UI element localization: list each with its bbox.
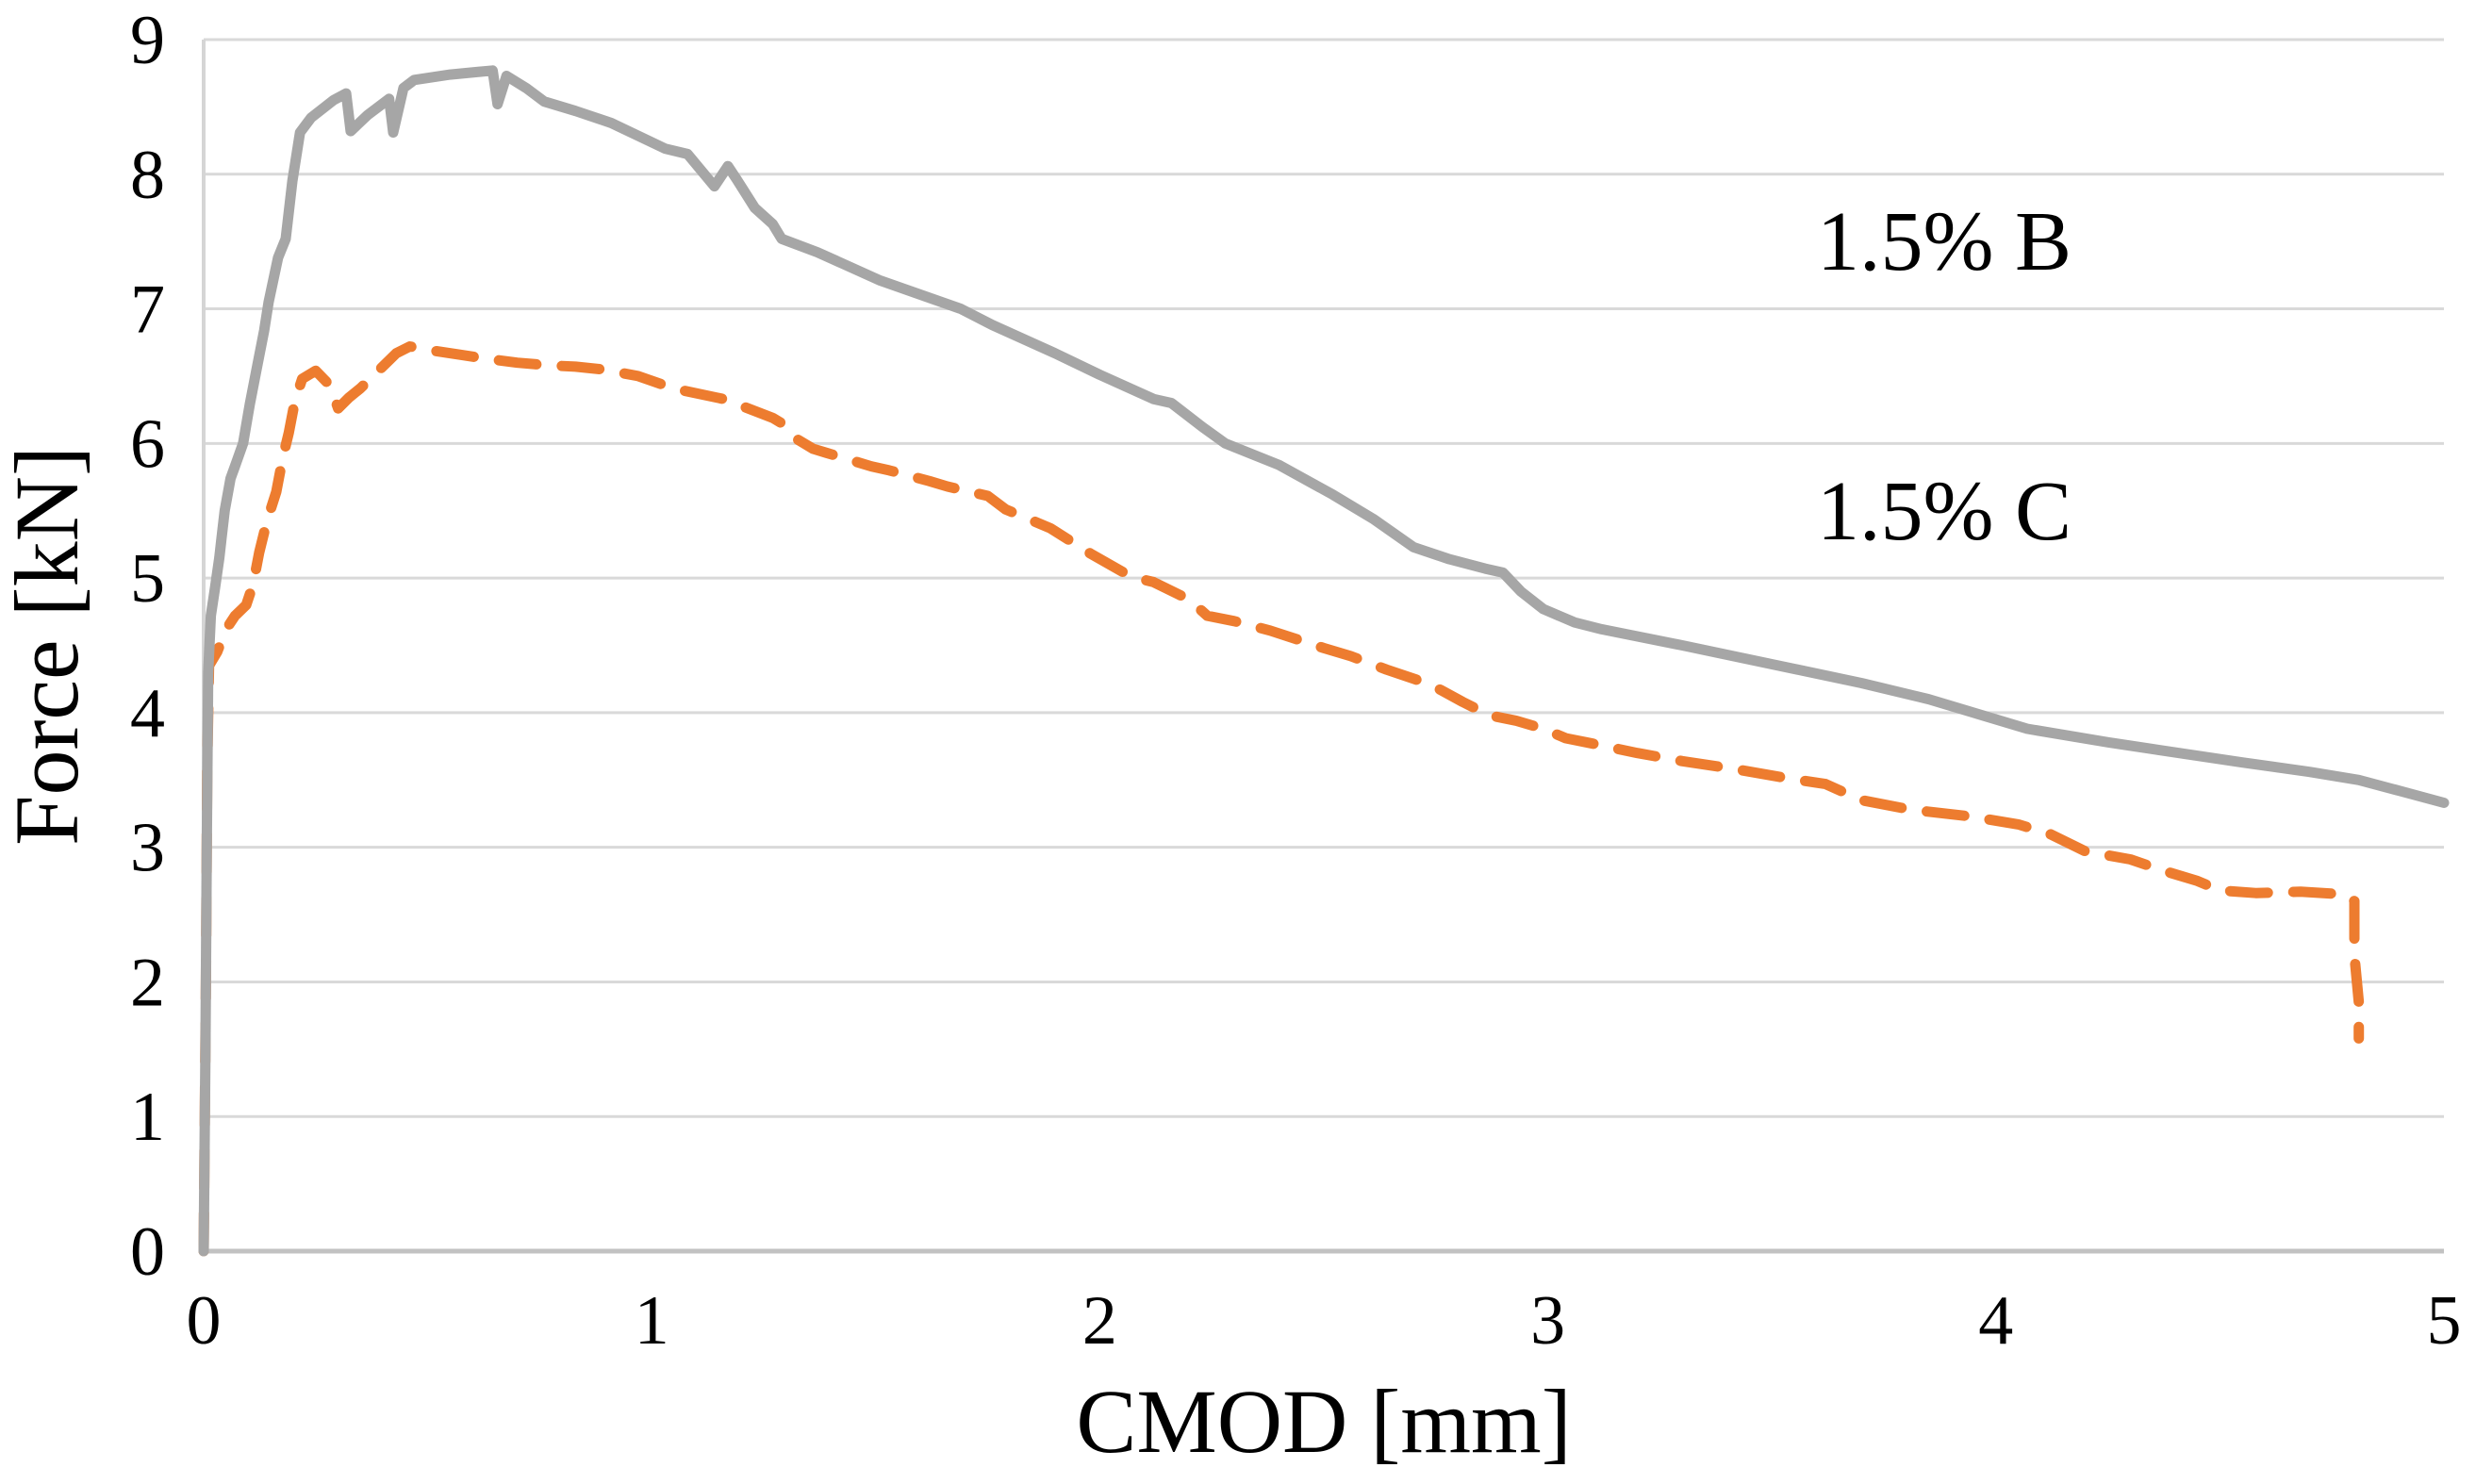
legend-label-c: 1.5% C: [1817, 464, 2072, 558]
y-tick-label: 6: [130, 405, 165, 483]
x-tick-label: 2: [1082, 1282, 1117, 1360]
x-tick-label: 0: [187, 1282, 222, 1360]
gridlines: [204, 38, 2444, 1118]
series-line-b: [198, 341, 2365, 1257]
y-tick-label: 1: [130, 1079, 165, 1156]
legend-line: [1676, 506, 1804, 517]
y-tick-label: 0: [130, 1213, 165, 1291]
y-tick-label: 9: [130, 2, 165, 79]
legend-item-c: 1.5% C: [1676, 461, 2072, 561]
x-tick-label: 5: [2427, 1282, 2462, 1360]
legend-item-b: 1.5% B: [1676, 191, 2072, 291]
x-tick-label: 4: [1978, 1282, 2013, 1360]
y-tick-label: 2: [130, 944, 165, 1021]
y-tick-label: 5: [130, 540, 165, 618]
solid-line-marker-icon: [1676, 506, 1804, 517]
dashed-line-marker-icon: [1676, 237, 1804, 247]
y-axis-title: Force [kN]: [0, 446, 97, 846]
series-lines: [198, 65, 2450, 1257]
legend-dash: [1676, 237, 1710, 247]
x-tick-label: 1: [635, 1282, 669, 1360]
y-tick-label: 8: [130, 137, 165, 214]
x-tick-label: 3: [1530, 1282, 1565, 1360]
tick-labels: 0 1 2 3 4 5 6 7 8 9 0 1 2 3 4 5: [130, 2, 2462, 1360]
y-tick-label: 4: [130, 675, 165, 752]
legend-label-b: 1.5% B: [1817, 194, 2072, 289]
series-line-c: [198, 65, 2450, 1257]
y-tick-label: 3: [130, 810, 165, 887]
y-tick-label: 7: [130, 272, 165, 349]
x-axis-title: CMOD [mm]: [1076, 1371, 1571, 1472]
legend-dash: [1735, 237, 1769, 247]
